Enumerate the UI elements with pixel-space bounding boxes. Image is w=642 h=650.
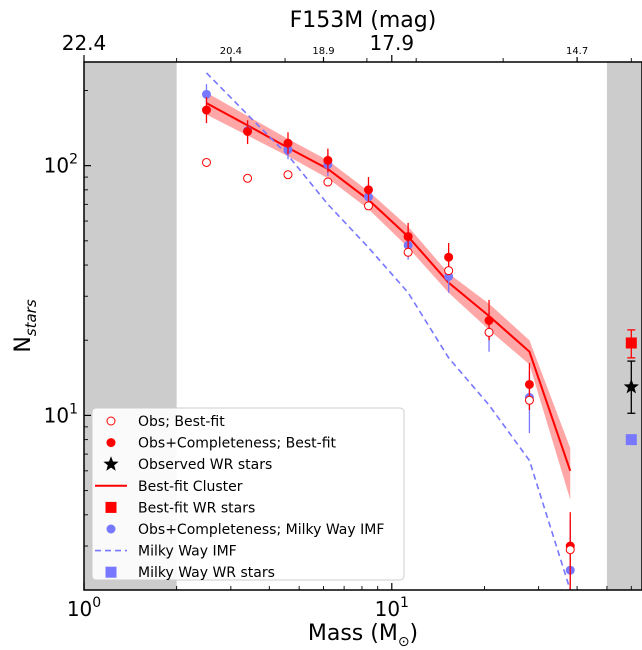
legend-handle-obs-completeness-milky-way-imf bbox=[106, 524, 116, 534]
legend-label-milky-way-imf: Milky Way IMF bbox=[138, 544, 237, 560]
obs-best-fit-point bbox=[403, 247, 413, 257]
y-tick-label: 101 bbox=[44, 401, 78, 427]
obs-best-fit-point bbox=[283, 170, 293, 180]
obs-best-fit-point bbox=[444, 266, 454, 276]
axis-labels: F153M (mag) Mass (M⊙) Nstars bbox=[11, 8, 436, 650]
milky-way-imf-line bbox=[205, 72, 572, 590]
legend-label-best-fit-cluster: Best-fit Cluster bbox=[138, 479, 243, 495]
legend-box bbox=[91, 407, 405, 581]
plot-frame bbox=[83, 61, 642, 591]
top-tick-label: 14.7 bbox=[566, 46, 588, 57]
legend-label-milky-way-wr-stars: Milky Way WR stars bbox=[138, 565, 275, 581]
legend-label-obs-best-fit: Obs; Best-fit bbox=[138, 414, 225, 430]
x-tick-label: 101 bbox=[375, 595, 409, 621]
y-tick-label: 102 bbox=[44, 152, 78, 178]
best-fit-cluster-line bbox=[206, 102, 572, 472]
legend-handle-observed-wr-stars bbox=[103, 456, 119, 471]
axes-frame bbox=[83, 61, 642, 591]
obs-completeness-best-fit-point bbox=[283, 138, 293, 148]
best-fit-wr-stars-marker bbox=[625, 337, 637, 349]
x-tick-label: 100 bbox=[67, 595, 101, 621]
legend-label-obs-completeness-milky-way-imf: Obs+Completeness; Milky Way IMF bbox=[138, 522, 384, 538]
obs-completeness-milky-way-imf-point bbox=[201, 89, 211, 99]
obs-completeness-best-fit-point bbox=[201, 105, 211, 115]
plot-area bbox=[201, 72, 639, 590]
legend-handle-milky-way-wr-stars bbox=[105, 566, 117, 578]
legend-handle-best-fit-wr-stars bbox=[105, 501, 117, 513]
obs-best-fit-point bbox=[565, 545, 575, 555]
obs-best-fit-point bbox=[484, 327, 494, 337]
obs-best-fit-point bbox=[524, 395, 534, 405]
obs-completeness-best-fit-point bbox=[243, 126, 253, 136]
obs-best-fit-point bbox=[201, 157, 211, 167]
obs-completeness-best-fit-point bbox=[524, 379, 534, 389]
obs-best-fit-point bbox=[323, 177, 333, 187]
y-axis-title: Nstars bbox=[11, 299, 40, 353]
top-tick-label: 17.9 bbox=[370, 31, 415, 55]
top-tick-label: 22.4 bbox=[62, 31, 107, 55]
obs-completeness-best-fit-point bbox=[403, 232, 413, 242]
legend-label-obs-completeness-best-fit: Obs+Completeness; Best-fit bbox=[138, 436, 337, 452]
obs-best-fit-point bbox=[243, 173, 253, 183]
axis-ticks: 100 101 101 102 22.4 20.4 18.9 17.9 14.7 bbox=[44, 31, 632, 621]
obs-completeness-best-fit-point bbox=[323, 155, 333, 165]
observed-wr-stars-marker bbox=[623, 379, 639, 394]
obs-completeness-best-fit-point bbox=[363, 185, 373, 195]
top-axis-title: F153M (mag) bbox=[290, 8, 437, 33]
legend-handle-obs-completeness-best-fit bbox=[106, 438, 116, 448]
x-axis-title: Mass (M⊙) bbox=[308, 621, 418, 650]
milky-way-wr-stars-marker bbox=[625, 434, 637, 446]
shaded-region-1 bbox=[606, 62, 642, 590]
obs-best-fit-point bbox=[363, 201, 373, 211]
legend: Obs; Best-fit Obs+Completeness; Best-fit O… bbox=[91, 407, 405, 581]
obs-completeness-best-fit-point bbox=[484, 315, 494, 325]
legend-label-best-fit-wr-stars: Best-fit WR stars bbox=[138, 500, 255, 516]
obs-completeness-best-fit-point bbox=[444, 252, 454, 262]
top-tick-label: 18.9 bbox=[312, 46, 334, 57]
legend-handle-obs-best-fit bbox=[106, 416, 116, 426]
top-tick-label: 20.4 bbox=[220, 46, 242, 57]
legend-label-observed-wr-stars: Observed WR stars bbox=[138, 457, 272, 473]
